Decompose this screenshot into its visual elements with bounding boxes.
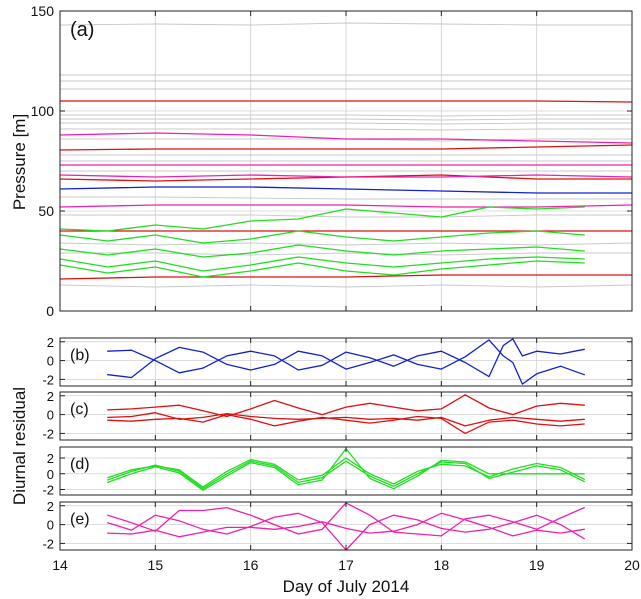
panel-label: (c) — [70, 401, 89, 418]
x-tick-label: 15 — [148, 557, 164, 573]
x-tick-label: 20 — [624, 557, 640, 573]
series-line-1 — [59, 22, 633, 26]
y-axis-label-pressure: Pressure [m] — [10, 114, 29, 210]
panel-e: -2 0 2 14 15 16 17 18 19 20 (e) — [42, 499, 640, 573]
y-tick-label: -2 — [42, 372, 54, 387]
y-tick-label: 150 — [31, 3, 55, 19]
x-tick-label: 19 — [529, 557, 545, 573]
series-line-13 — [59, 196, 633, 200]
series-line-1 — [107, 457, 585, 488]
series-line-8 — [59, 128, 633, 131]
panel-c: -2 0 2 (c) — [42, 389, 633, 441]
series-line-23 — [59, 132, 633, 144]
panel-b: -2 0 2 (b) — [42, 335, 633, 387]
y-tick-label: 0 — [47, 518, 54, 533]
series-line-31 — [59, 256, 585, 272]
series-line-5 — [59, 114, 633, 117]
y-tick-label: 0 — [46, 303, 54, 319]
panel-label: (d) — [70, 456, 90, 473]
series-line-28 — [59, 206, 585, 232]
panel-label: (b) — [70, 347, 90, 364]
series-line-29 — [59, 230, 585, 244]
series-line-19 — [59, 144, 633, 151]
x-tick-label: 18 — [434, 557, 450, 573]
series-line-26 — [59, 204, 633, 208]
series-line-1 — [107, 394, 585, 418]
panel-label: (e) — [70, 511, 90, 528]
y-tick-label: -2 — [42, 482, 54, 497]
series-line-3 — [107, 512, 585, 538]
y-tick-label: 2 — [47, 389, 54, 404]
series-line-32 — [59, 260, 585, 278]
panel-d: -202 (d) — [42, 446, 633, 497]
series-line-7 — [59, 122, 633, 125]
panel-a: 0 50 100 150 (a) — [31, 3, 633, 319]
panel-label: (a) — [70, 19, 94, 41]
x-tick-label: 17 — [338, 557, 354, 573]
y-tick-label: 2 — [47, 451, 54, 466]
series-line-22 — [59, 274, 633, 280]
y-axis-label-residual: Diurnal residual — [10, 387, 29, 505]
series-line-16 — [59, 252, 633, 256]
y-tick-label: 0 — [47, 354, 54, 369]
y-tick-label: 0 — [47, 408, 54, 423]
y-tick-label: 100 — [31, 103, 55, 119]
series-line-2 — [107, 412, 585, 427]
series-line-3 — [107, 413, 585, 435]
y-tick-label: -2 — [42, 426, 54, 441]
series-line-18 — [59, 100, 633, 103]
series-line-15 — [59, 242, 633, 246]
series-line-14 — [59, 214, 633, 218]
y-tick-label: -2 — [42, 536, 54, 551]
series-line-27 — [59, 186, 633, 194]
y-tick-label: 50 — [38, 203, 54, 219]
series-line-30 — [59, 244, 585, 258]
y-tick-label: 2 — [47, 335, 54, 350]
y-tick-label: 0 — [47, 467, 54, 482]
series-line-17 — [59, 284, 633, 288]
series-line-2 — [107, 339, 585, 385]
x-tick-label: 16 — [243, 557, 259, 573]
series-line-1 — [107, 338, 585, 378]
x-tick-label: 14 — [52, 557, 68, 573]
x-axis-label: Day of July 2014 — [283, 577, 410, 596]
series-line-6 — [59, 118, 633, 121]
series-line-25 — [59, 174, 633, 178]
y-tick-label: 2 — [47, 499, 54, 514]
